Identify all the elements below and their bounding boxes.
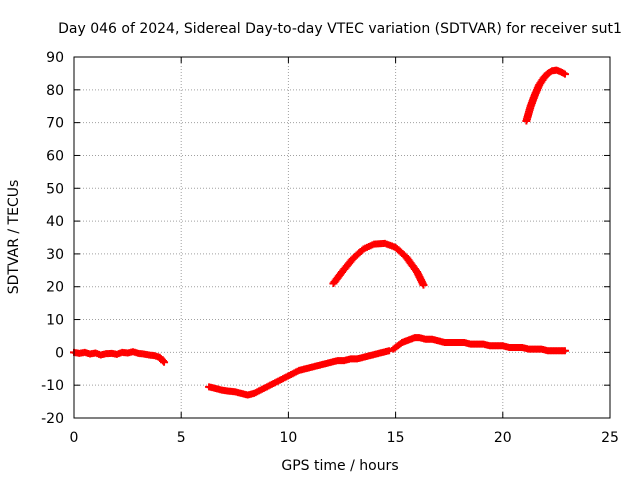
data-point-fill [559,69,568,77]
y-tick-label: -10 [41,378,64,394]
y-tick-label: 30 [46,247,64,263]
y-tick-label: 90 [46,50,64,66]
data-point-fill [526,104,535,112]
y-tick-label: 80 [46,83,64,99]
y-tick-label: 60 [46,148,64,164]
y-tick-label: 0 [55,345,64,361]
y-tick-label: 50 [46,181,64,197]
data-point-fill [418,279,427,287]
data-point-fill [399,251,408,259]
series-arc-3 [329,239,428,289]
x-tick-label: 15 [387,430,405,446]
plot-frame [73,56,611,419]
series-arc-1 [70,348,169,366]
y-tick-label: 20 [46,280,64,296]
x-tick-label: 5 [177,430,186,446]
x-tick-labels: 0 5 10 15 20 25 [70,430,619,446]
series-arc-4 [389,334,569,355]
data-points [70,66,569,399]
x-axis-label: GPS time / hours [281,458,398,474]
series-arc-5 [522,66,569,125]
chart-title: Day 046 of 2024, Sidereal Day-to-day VTE… [58,21,622,37]
y-tick-label: 70 [46,116,64,132]
data-point-fill [356,247,365,255]
data-point-fill [383,347,392,355]
data-point-fill [157,356,166,364]
series-arc-2 [205,347,394,399]
y-tick-label: -20 [41,411,64,427]
data-point-fill [395,341,404,349]
x-tick-label: 0 [70,430,79,446]
data-point-fill [158,357,167,365]
x-tick-label: 25 [601,430,619,446]
y-tick-label: 40 [46,214,64,230]
data-point-fill [559,347,568,355]
y-tick-label: 10 [46,313,64,329]
grid-lines [74,57,610,418]
x-tick-label: 10 [279,430,297,446]
y-tick-labels: -20 -10 0 10 20 30 40 50 60 70 80 90 [41,50,64,427]
y-axis-label: SDTVAR / TECUs [6,180,22,295]
data-point-fill [390,344,399,352]
x-tick-label: 20 [494,430,512,446]
